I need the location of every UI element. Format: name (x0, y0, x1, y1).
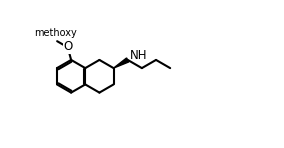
Text: O: O (64, 40, 73, 53)
Text: methoxy: methoxy (34, 28, 77, 38)
Text: NH: NH (130, 49, 147, 62)
Polygon shape (114, 58, 129, 68)
